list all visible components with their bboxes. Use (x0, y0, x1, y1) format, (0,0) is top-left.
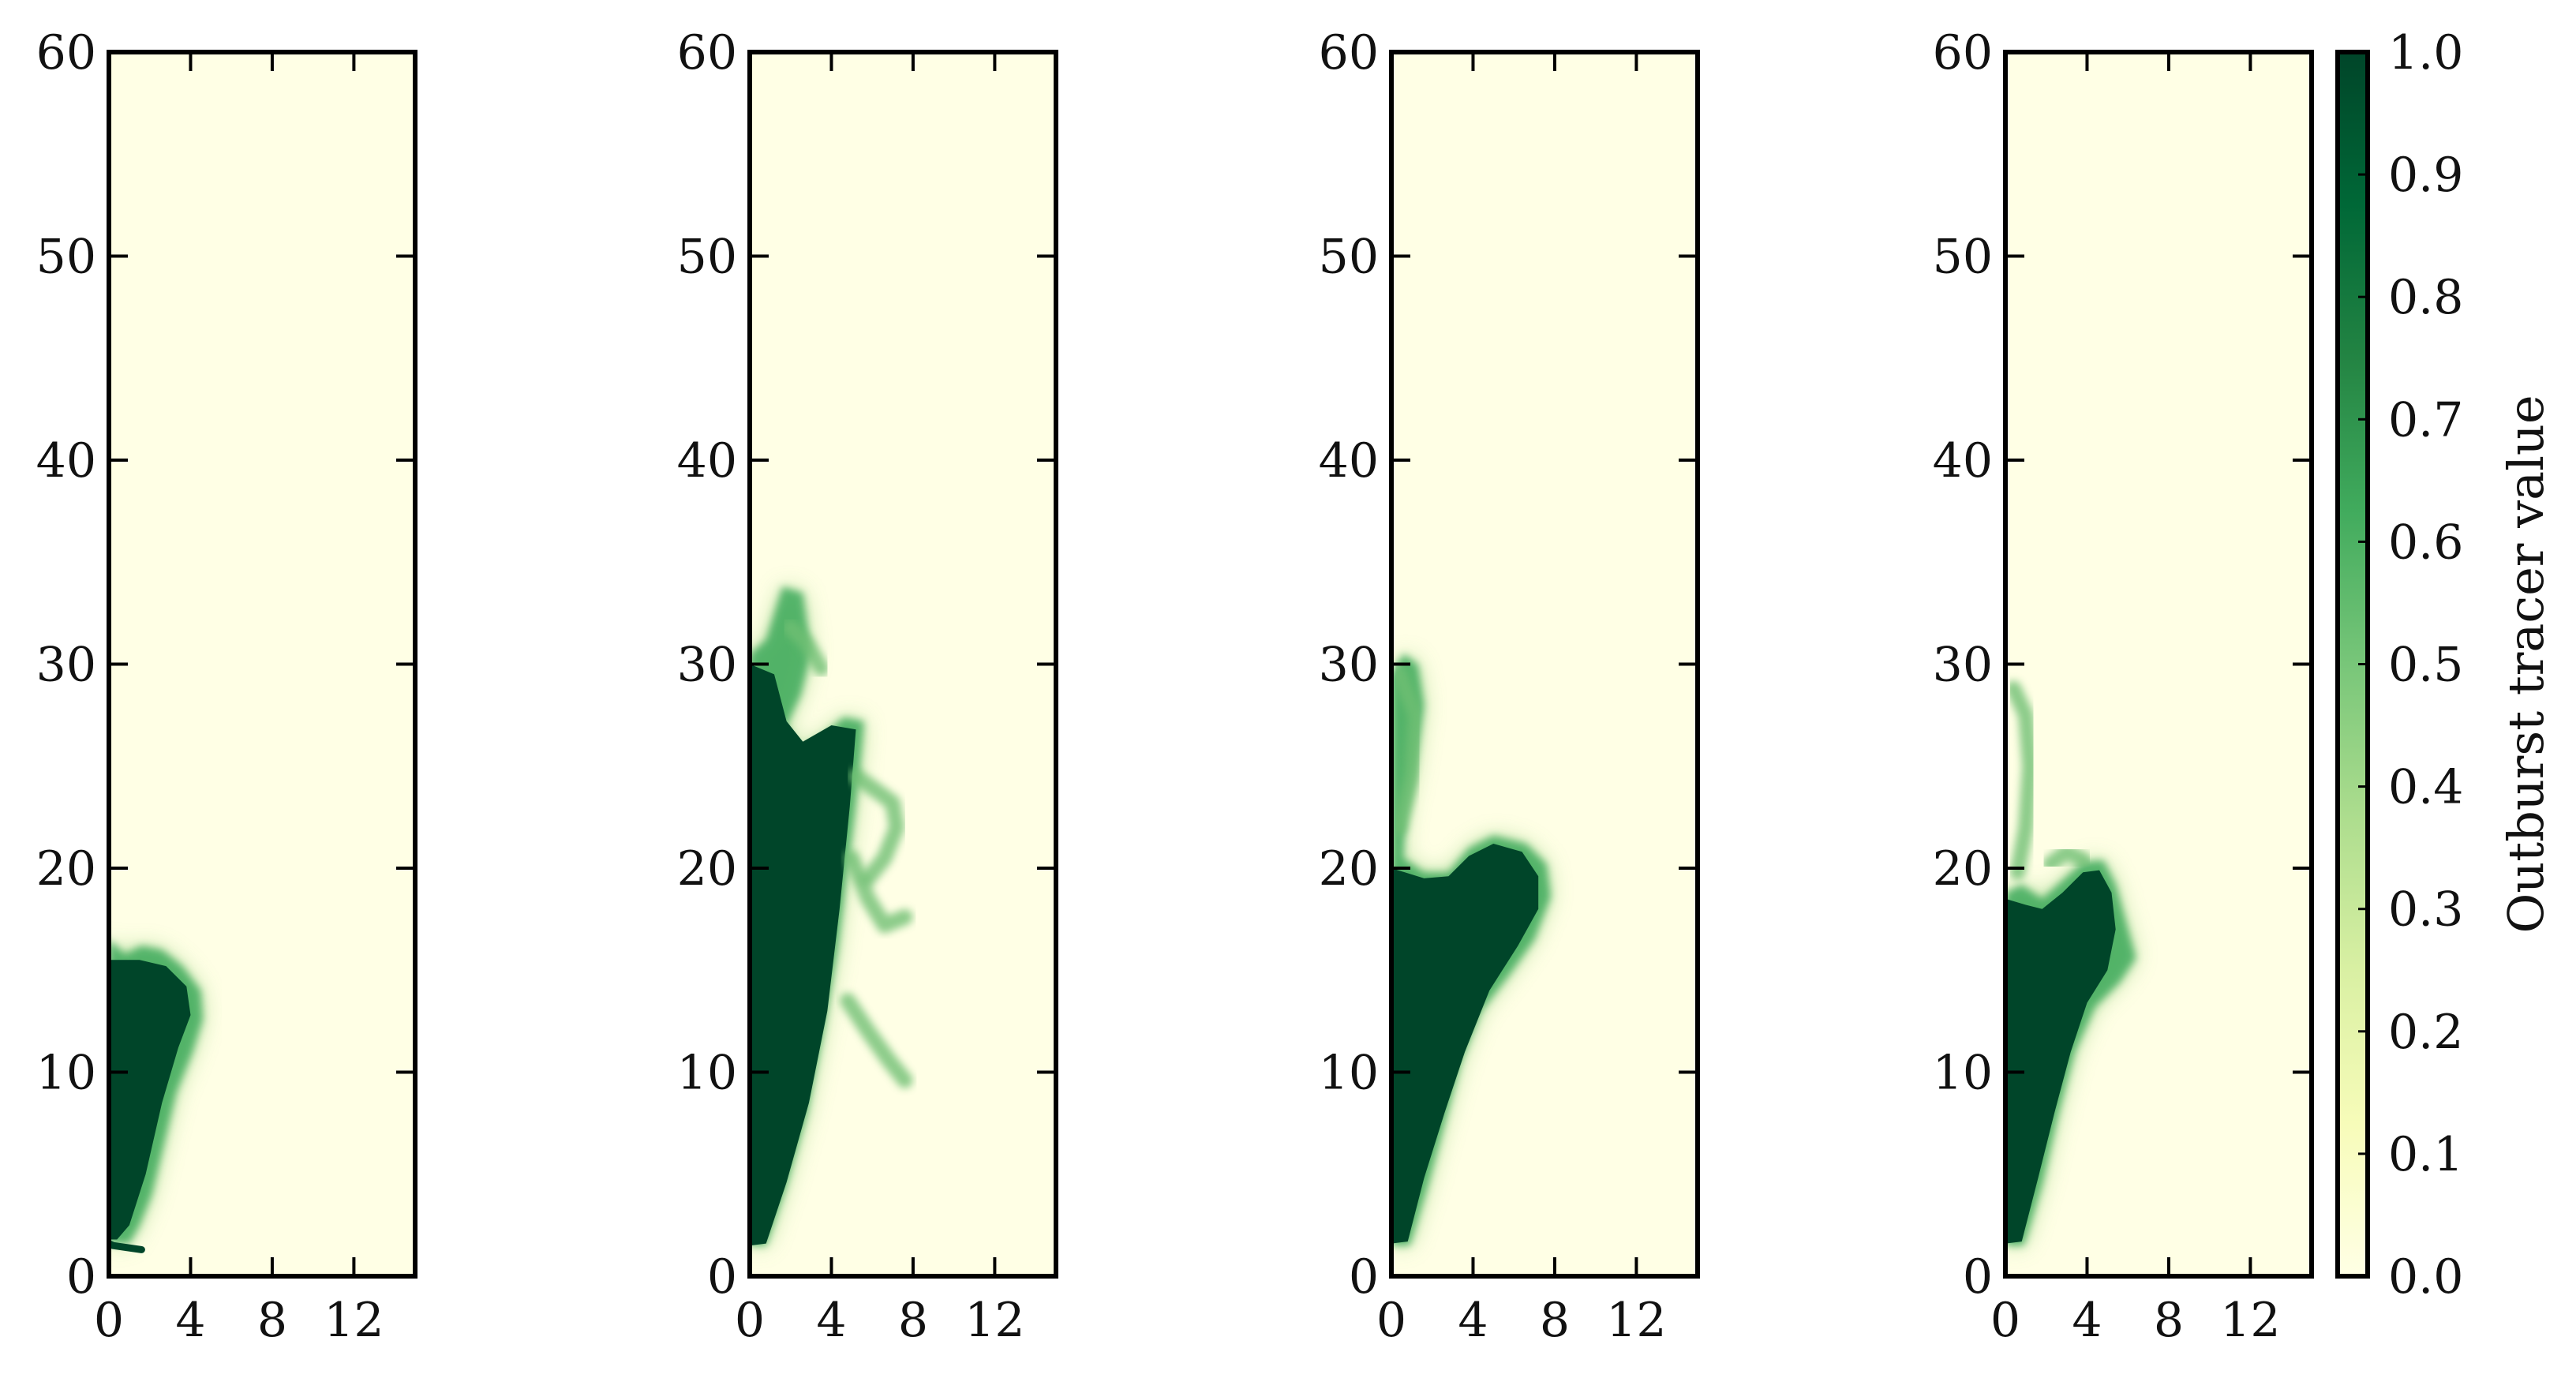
y-tick-label: 50 (1319, 230, 1379, 285)
y-tick-label: 0 (66, 1249, 96, 1305)
y-tick-label: 60 (1933, 25, 1993, 81)
y-tick-label: 30 (36, 638, 96, 693)
x-tick-label: 0 (735, 1293, 765, 1348)
colorbar-tick-label: 0.8 (2388, 270, 2463, 325)
colorbar-tick-label: 0.7 (2388, 392, 2463, 447)
y-tick-label: 40 (677, 433, 737, 489)
y-tick-label: 20 (677, 841, 737, 897)
plume-core (750, 664, 856, 1246)
colorbar-tick-label: 0.4 (2388, 760, 2463, 815)
y-tick-label: 10 (677, 1046, 737, 1101)
x-tick-label: 4 (2072, 1293, 2102, 1348)
x-tick-label: 12 (964, 1293, 1024, 1348)
colorbar-tick-label: 0.2 (2388, 1005, 2463, 1060)
y-tick-label: 20 (1319, 841, 1379, 897)
x-tick-label: 4 (175, 1293, 205, 1348)
tracer-field (109, 939, 203, 1253)
x-tick-label: 8 (898, 1293, 928, 1348)
plume-wisp (1391, 666, 1424, 836)
x-tick-label: 4 (816, 1293, 846, 1348)
colorbar-tick-label: 0.6 (2388, 515, 2463, 570)
y-tick-label: 50 (36, 230, 96, 285)
x-tick-label: 8 (1540, 1293, 1570, 1348)
x-tick-label: 4 (1458, 1293, 1488, 1348)
y-tick-label: 50 (677, 230, 737, 285)
y-tick-label: 20 (1933, 841, 1993, 897)
tracer-field (750, 586, 913, 1246)
y-tick-label: 10 (1933, 1046, 1993, 1101)
y-tick-label: 30 (677, 638, 737, 693)
colorbar-tick-label: 0.0 (2388, 1249, 2463, 1305)
y-tick-label: 50 (1933, 230, 1993, 285)
plume-core (1391, 844, 1539, 1244)
plume-wisp (844, 850, 913, 934)
y-tick-label: 60 (36, 25, 96, 81)
y-tick-label: 60 (1319, 25, 1379, 81)
y-tick-label: 40 (1933, 433, 1993, 489)
plume-wisp (782, 620, 829, 676)
colorbar-tick-label: 0.3 (2388, 882, 2463, 938)
plume-core (2005, 870, 2116, 1244)
x-tick-label: 8 (2154, 1293, 2184, 1348)
colorbar-tick-label: 1.0 (2388, 25, 2463, 81)
x-tick-label: 0 (1376, 1293, 1406, 1348)
plume-wisp (848, 768, 905, 886)
y-tick-label: 10 (36, 1046, 96, 1101)
plume-wisp (2042, 844, 2091, 872)
y-tick-label: 0 (1349, 1249, 1379, 1305)
plume-wisp (840, 993, 913, 1088)
colorbar-tick-label: 0.1 (2388, 1127, 2463, 1182)
x-tick-label: 8 (257, 1293, 287, 1348)
x-tick-label: 12 (324, 1293, 384, 1348)
y-tick-label: 20 (36, 841, 96, 897)
colorbar: 0.0 0.1 0.2 0.3 0.4 0.5 0.6 0.7 0.8 0.9 1.0 Outburs… (2335, 25, 2555, 1305)
y-tick-label: 0 (707, 1249, 737, 1305)
y-tick-label: 60 (677, 25, 737, 81)
x-tick-label: 12 (1606, 1293, 1666, 1348)
plume-core (109, 960, 191, 1240)
y-tick-label: 10 (1319, 1046, 1379, 1101)
y-tick-label: 30 (1319, 638, 1379, 693)
colorbar-tick-label: 0.9 (2388, 148, 2463, 203)
colorbar-label: Outburst tracer value (2497, 395, 2555, 933)
plume-wisp (2005, 680, 2038, 881)
x-tick-label: 12 (2220, 1293, 2280, 1348)
y-tick-label: 30 (1933, 638, 1993, 693)
y-tick-label: 40 (1319, 433, 1379, 489)
colorbar-tick-label: 0.5 (2388, 638, 2463, 693)
tracer-field (2005, 680, 2136, 1246)
x-tick-label: 0 (94, 1293, 124, 1348)
tracer-field (1391, 653, 1551, 1246)
x-tick-label: 0 (1990, 1293, 2020, 1348)
y-tick-label: 0 (1963, 1249, 1993, 1305)
y-tick-label: 40 (36, 433, 96, 489)
